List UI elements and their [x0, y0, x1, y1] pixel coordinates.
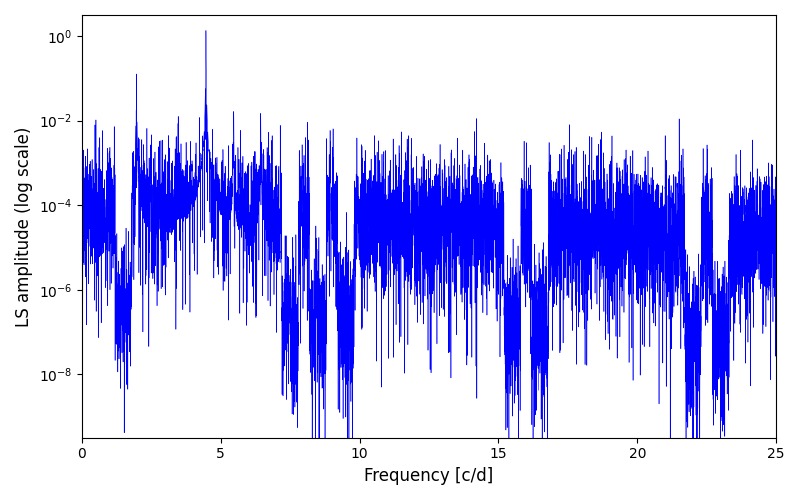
Y-axis label: LS amplitude (log scale): LS amplitude (log scale): [15, 126, 33, 326]
X-axis label: Frequency [c/d]: Frequency [c/d]: [364, 467, 494, 485]
